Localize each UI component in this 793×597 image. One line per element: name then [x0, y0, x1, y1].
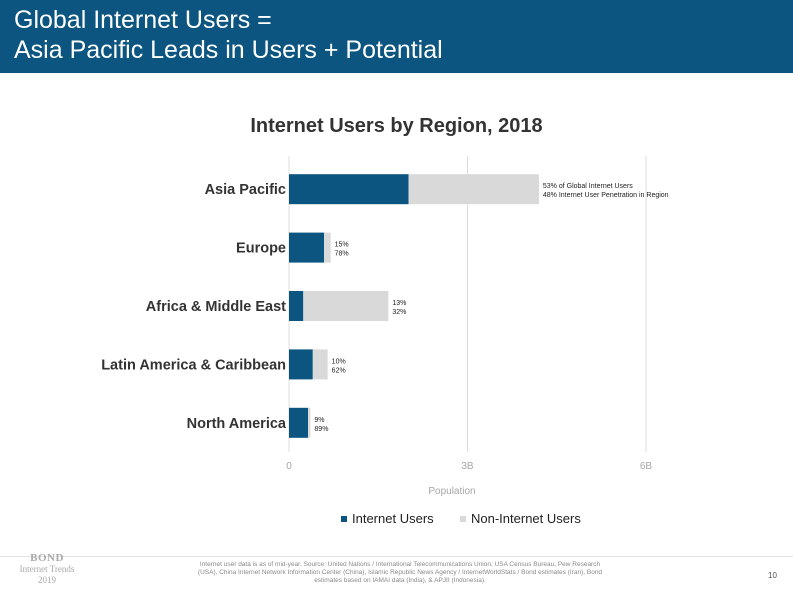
legend-item-internet-users: Internet Users	[341, 511, 434, 526]
bar-annotation-share: 53% of Global Internet Users	[543, 183, 633, 190]
bar-annotation-penetration: 48% Internet User Penetration in Region	[543, 192, 669, 199]
bond-logo-year: 2019	[38, 575, 56, 585]
bar-non-internet-users	[312, 349, 328, 380]
x-tick-label: 0	[286, 461, 292, 472]
legend-swatch-internet-users	[341, 515, 347, 522]
category-label: North America	[187, 416, 287, 432]
bar-non-internet-users	[408, 174, 539, 205]
x-tick-label: 3B	[461, 461, 474, 472]
slide-title-line-1: Global Internet Users =	[14, 6, 272, 34]
bar-annotation-share: 15%	[335, 242, 349, 249]
bar-internet-users	[289, 174, 409, 205]
bar-annotation-share: 9%	[314, 417, 324, 424]
bond-logo-subtitle: Internet Trends	[19, 564, 75, 574]
slide-header: Global Internet Users = Asia Pacific Lea…	[0, 0, 793, 73]
legend-label-internet-users: Internet Users	[352, 511, 434, 526]
bar-internet-users	[289, 232, 325, 263]
legend-swatch-non-internet-users	[460, 515, 466, 522]
category-label: Africa & Middle East	[146, 299, 286, 315]
bar-internet-users	[289, 407, 309, 438]
category-label: Asia Pacific	[205, 182, 286, 198]
category-label: Latin America & Caribbean	[101, 357, 286, 373]
slide-title-line-2: Asia Pacific Leads in Users + Potential	[14, 36, 443, 64]
bar-annotation-penetration: 89%	[314, 426, 328, 433]
bar-non-internet-users	[308, 407, 311, 438]
bar-annotation-share: 10%	[332, 358, 346, 365]
x-tick-label: 6B	[640, 461, 653, 472]
bar-non-internet-users	[303, 291, 389, 321]
bar-annotation-penetration: 62%	[332, 367, 346, 374]
bond-logo: BOND Internet Trends 2019	[8, 552, 86, 586]
bar-annotation-share: 13%	[392, 300, 406, 307]
legend-label-non-internet-users: Non-Internet Users	[471, 511, 581, 526]
page-number: 10	[768, 571, 777, 580]
bar-annotation-penetration: 32%	[392, 309, 406, 316]
bond-logo-text: BOND	[30, 552, 64, 564]
category-label: Europe	[236, 241, 286, 257]
bar-internet-users	[289, 291, 304, 321]
source-note: Internet user data is as of mid-year. So…	[197, 561, 603, 584]
bar-annotation-penetration: 78%	[335, 251, 349, 258]
bar-internet-users	[289, 349, 313, 380]
chart-title: Internet Users by Region, 2018	[250, 115, 543, 137]
x-axis-label: Population	[428, 486, 475, 497]
footer-divider	[0, 556, 793, 557]
bar-non-internet-users	[324, 232, 331, 263]
legend-item-non-internet-users: Non-Internet Users	[460, 511, 581, 526]
